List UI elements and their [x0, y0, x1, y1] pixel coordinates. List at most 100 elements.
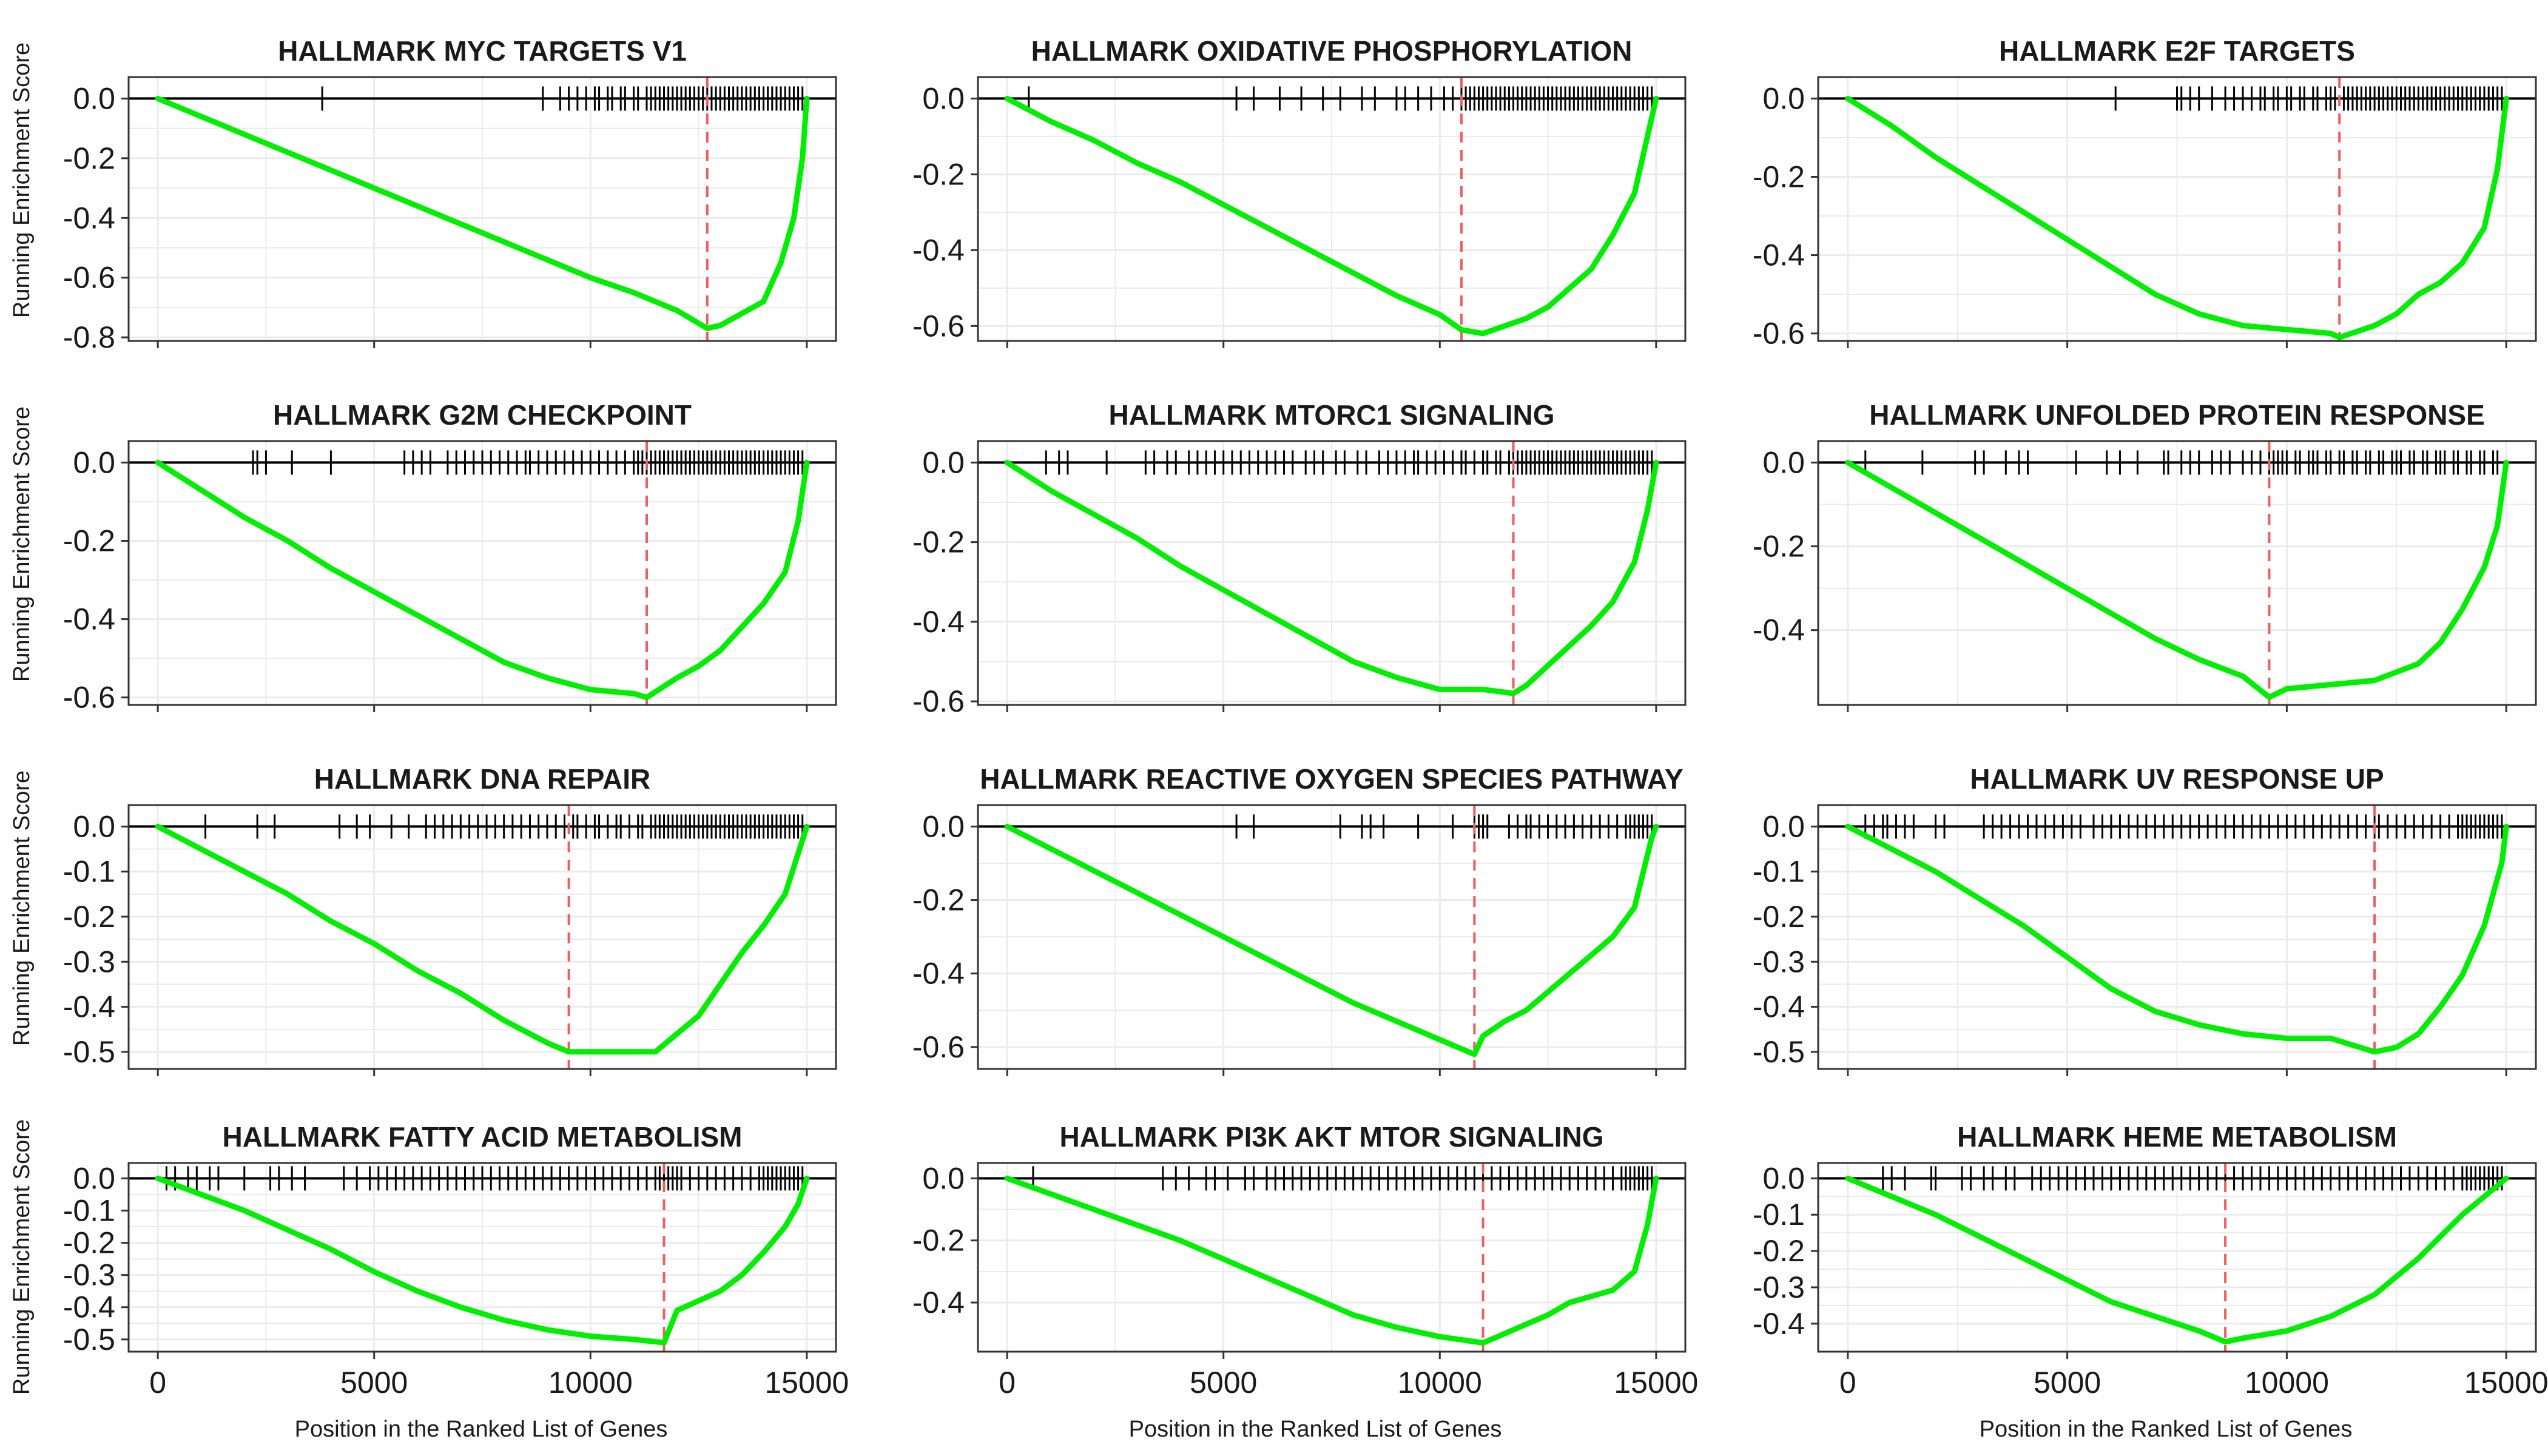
y-tick-label: -0.4: [912, 1286, 965, 1320]
y-tick-label: -0.2: [912, 157, 965, 191]
y-tick-label: -0.1: [1753, 855, 1805, 889]
x-tick-label: 5000: [2034, 1366, 2101, 1400]
y-tick-label: -0.4: [63, 201, 115, 235]
y-tick-label: -0.6: [63, 681, 115, 715]
hit-markers: [2114, 86, 2503, 111]
running-enrichment-curve: [1845, 95, 2509, 340]
y-tick-label: -0.6: [912, 1030, 965, 1064]
y-tick-label: -0.2: [1753, 160, 1805, 194]
running-enrichment-curve: [1845, 1175, 2509, 1345]
y-tick-label: -0.2: [912, 525, 965, 559]
y-tick-label: 0.0: [1762, 81, 1805, 115]
panel-title: HALLMARK PI3K AKT MTOR SIGNALING: [1060, 1121, 1604, 1153]
y-tick-label: 0.0: [1762, 1161, 1805, 1195]
panel-frame: [977, 76, 1687, 342]
x-axis-title-col-3: Position in the Ranked List of Genes: [1980, 1417, 2353, 1442]
hit-markers: [204, 814, 804, 839]
y-tick-label: -0.4: [63, 602, 115, 636]
panel-hallmark-reactive-oxygen-species-pathway: HALLMARK REACTIVE OXYGEN SPECIES PATHWAY…: [912, 763, 1687, 1076]
y-tick-label: -0.2: [1753, 1234, 1805, 1268]
x-tick-label: 5000: [1190, 1366, 1257, 1400]
y-tick-label: -0.4: [63, 1290, 115, 1324]
running-enrichment-curve: [1004, 823, 1659, 1057]
y-tick-label: -0.5: [63, 1035, 115, 1069]
panel-frame: [1817, 76, 2537, 342]
y-tick-label: -0.8: [63, 320, 115, 354]
panel-grid: HALLMARK MYC TARGETS V1 0.0 -0.2 -0.4 -0.6 -0…: [63, 35, 2548, 1400]
x-tick-label: 5000: [340, 1366, 408, 1400]
panel-frame: [1817, 440, 2537, 706]
panel-title: HALLMARK OXIDATIVE PHOSPHORYLATION: [1031, 35, 1633, 67]
x-axis-title-col-1: Position in the Ranked List of Genes: [295, 1417, 668, 1442]
panel-title: HALLMARK HEME METABOLISM: [1957, 1121, 2397, 1153]
y-axis-title-row-1: Running Enrichment Score: [9, 42, 35, 318]
y-tick-label: -0.3: [63, 1258, 115, 1292]
hit-markers: [165, 1166, 804, 1191]
y-tick-label: -0.4: [1753, 990, 1805, 1024]
y-tick-label: 0.0: [1762, 809, 1805, 843]
running-enrichment-curve: [155, 1175, 810, 1346]
y-tick-label: -0.2: [63, 141, 115, 175]
panel-title: HALLMARK REACTIVE OXYGEN SPECIES PATHWAY: [980, 763, 1684, 795]
y-tick-label: 0.0: [922, 1161, 965, 1195]
panel-title: HALLMARK G2M CHECKPOINT: [273, 399, 692, 431]
y-tick-label: -0.4: [912, 957, 965, 991]
running-enrichment-curve: [1004, 1175, 1659, 1346]
y-tick-label: -0.4: [1753, 613, 1805, 647]
panel-frame: [127, 440, 837, 706]
y-tick-label: -0.1: [63, 855, 115, 889]
y-tick-label: 0.0: [73, 445, 115, 479]
running-enrichment-curve: [1845, 459, 2509, 700]
panel-title: HALLMARK UV RESPONSE UP: [1970, 763, 2384, 795]
hit-markers: [1045, 450, 1653, 475]
y-tick-label: -0.4: [1753, 1307, 1805, 1341]
running-enrichment-curve: [155, 459, 810, 701]
hit-markers: [1864, 814, 2503, 839]
y-tick-label: -0.1: [63, 1193, 115, 1227]
panel-hallmark-fatty-acid-metabolism: HALLMARK FATTY ACID METABOLISM 0.0-0.1 -0.…: [63, 1121, 849, 1400]
y-tick-label: -0.4: [1753, 238, 1805, 272]
panel-frame: [977, 440, 1687, 706]
x-tick-label: 10000: [1398, 1366, 1482, 1400]
panel-hallmark-unfolded-protein-response: HALLMARK UNFOLDED PROTEIN RESPONSE 0.0 -0.…: [1753, 399, 2537, 712]
running-enrichment-curve: [155, 95, 810, 331]
panel-title: HALLMARK FATTY ACID METABOLISM: [223, 1121, 743, 1153]
panel-frame: [1817, 1162, 2537, 1353]
panel-title: HALLMARK UNFOLDED PROTEIN RESPONSE: [1869, 399, 2485, 431]
x-tick-label: 10000: [548, 1366, 633, 1400]
y-tick-label: -0.2: [63, 524, 115, 558]
hit-markers: [1864, 450, 2499, 475]
panel-frame: [127, 76, 837, 342]
running-enrichment-curve: [1845, 823, 2509, 1055]
panel-title: HALLMARK DNA REPAIR: [314, 763, 651, 795]
running-enrichment-curve: [155, 823, 810, 1055]
running-enrichment-curve: [1004, 459, 1659, 696]
y-tick-label: -0.3: [1753, 945, 1805, 979]
panel-hallmark-uv-response-up: HALLMARK UV RESPONSE UP 0.0 -0.1 -0.2 -0.3 -0…: [1753, 763, 2537, 1076]
y-axis-titles: Running Enrichment Score Running Enrichm…: [9, 42, 35, 1395]
x-axis-title-col-2: Position in the Ranked List of Genes: [1129, 1417, 1502, 1442]
x-tick-label: 15000: [764, 1366, 849, 1400]
y-axis-title-row-2: Running Enrichment Score: [9, 406, 35, 682]
x-tick-label: 10000: [2245, 1366, 2329, 1400]
y-tick-label: 0.0: [922, 445, 965, 479]
y-tick-label: -0.6: [1753, 317, 1805, 351]
y-tick-label: 0.0: [73, 809, 115, 843]
y-tick-label: -0.2: [912, 1224, 965, 1258]
y-tick-label: -0.5: [1753, 1035, 1805, 1069]
x-axis-titles: Position in the Ranked List of Genes Pos…: [295, 1417, 2353, 1442]
panel-title: HALLMARK MYC TARGETS V1: [278, 35, 687, 67]
panel-frame: [977, 1162, 1687, 1353]
y-tick-label: 0.0: [1762, 445, 1805, 479]
panel-hallmark-e2f-targets: HALLMARK E2F TARGETS 0.0 -0.2 -0.4 -0.6: [1753, 35, 2537, 351]
y-tick-label: -0.6: [912, 309, 965, 343]
panel-hallmark-g2m-checkpoint: HALLMARK G2M CHECKPOINT 0.0 -0.2 -0.4 -0.6: [63, 399, 837, 715]
hit-markers: [1235, 814, 1653, 839]
y-tick-label: -0.3: [63, 945, 115, 979]
y-tick-label: 0.0: [73, 1161, 115, 1195]
y-tick-label: -0.1: [1753, 1198, 1805, 1232]
x-tick-label: 0: [1839, 1366, 1856, 1400]
x-tick-label: 0: [149, 1366, 166, 1400]
grid-lines: [1818, 1163, 2536, 1352]
